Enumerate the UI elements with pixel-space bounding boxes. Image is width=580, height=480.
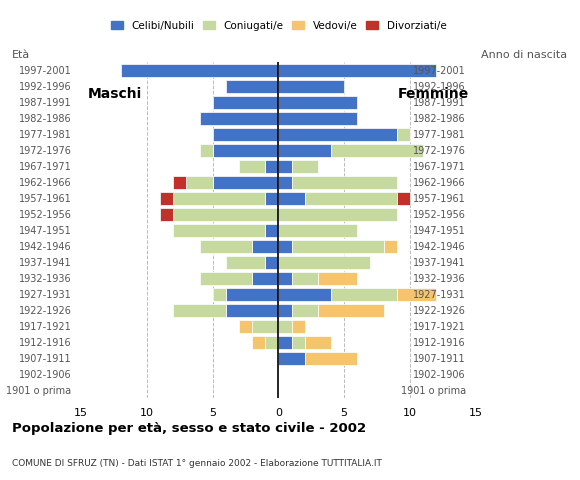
Bar bbox=[239, 320, 252, 333]
Bar bbox=[278, 96, 357, 109]
Bar bbox=[278, 176, 292, 189]
Bar bbox=[121, 63, 278, 77]
Bar bbox=[173, 176, 186, 189]
Bar bbox=[278, 111, 357, 125]
Bar bbox=[278, 272, 292, 285]
Bar bbox=[278, 63, 436, 77]
Bar bbox=[278, 128, 397, 141]
Bar bbox=[278, 159, 292, 173]
Bar bbox=[200, 144, 213, 157]
Bar bbox=[278, 144, 331, 157]
Bar bbox=[278, 336, 292, 349]
Legend: Celibi/Nubili, Coniugati/e, Vedovi/e, Divorziati/e: Celibi/Nubili, Coniugati/e, Vedovi/e, Di… bbox=[111, 21, 446, 31]
Bar bbox=[304, 192, 397, 205]
Bar bbox=[304, 336, 331, 349]
Bar bbox=[278, 351, 304, 365]
Bar bbox=[213, 176, 278, 189]
Text: Maschi: Maschi bbox=[88, 87, 142, 101]
Bar bbox=[213, 144, 278, 157]
Bar bbox=[292, 320, 304, 333]
Bar bbox=[292, 176, 397, 189]
Bar bbox=[304, 351, 357, 365]
Bar bbox=[265, 255, 278, 269]
Bar bbox=[331, 144, 423, 157]
Text: Età: Età bbox=[12, 50, 30, 60]
Bar bbox=[239, 159, 265, 173]
Bar bbox=[278, 255, 371, 269]
Bar bbox=[213, 288, 226, 301]
Bar bbox=[265, 192, 278, 205]
Bar bbox=[265, 336, 278, 349]
Bar bbox=[397, 192, 410, 205]
Bar bbox=[186, 176, 213, 189]
Text: Femmine: Femmine bbox=[398, 87, 469, 101]
Bar bbox=[252, 272, 278, 285]
Text: Popolazione per età, sesso e stato civile - 2002: Popolazione per età, sesso e stato civil… bbox=[12, 422, 366, 435]
Bar bbox=[160, 208, 173, 221]
Bar bbox=[200, 272, 252, 285]
Bar bbox=[213, 128, 278, 141]
Bar bbox=[292, 240, 383, 253]
Bar bbox=[278, 320, 292, 333]
Bar bbox=[318, 272, 357, 285]
Bar bbox=[278, 288, 331, 301]
Bar bbox=[397, 288, 436, 301]
Bar bbox=[200, 240, 252, 253]
Bar bbox=[278, 208, 397, 221]
Bar bbox=[397, 128, 410, 141]
Bar bbox=[292, 272, 318, 285]
Bar bbox=[292, 304, 318, 317]
Bar bbox=[292, 159, 318, 173]
Bar bbox=[278, 192, 304, 205]
Bar bbox=[265, 224, 278, 237]
Bar bbox=[278, 304, 292, 317]
Bar bbox=[383, 240, 397, 253]
Bar bbox=[160, 192, 173, 205]
Bar bbox=[278, 240, 292, 253]
Bar bbox=[226, 255, 265, 269]
Bar bbox=[226, 80, 278, 93]
Bar bbox=[292, 336, 304, 349]
Bar bbox=[318, 304, 383, 317]
Bar bbox=[252, 240, 278, 253]
Bar bbox=[278, 80, 344, 93]
Text: Anno di nascita: Anno di nascita bbox=[481, 50, 567, 60]
Text: COMUNE DI SFRUZ (TN) - Dati ISTAT 1° gennaio 2002 - Elaborazione TUTTITALIA.IT: COMUNE DI SFRUZ (TN) - Dati ISTAT 1° gen… bbox=[12, 458, 382, 468]
Bar bbox=[173, 304, 226, 317]
Bar bbox=[278, 224, 357, 237]
Bar bbox=[331, 288, 397, 301]
Bar bbox=[200, 111, 278, 125]
Bar bbox=[173, 208, 278, 221]
Bar bbox=[265, 159, 278, 173]
Bar bbox=[252, 336, 265, 349]
Bar bbox=[226, 304, 278, 317]
Bar bbox=[226, 288, 278, 301]
Bar bbox=[213, 96, 278, 109]
Bar bbox=[173, 224, 265, 237]
Bar bbox=[252, 320, 278, 333]
Bar bbox=[173, 192, 265, 205]
